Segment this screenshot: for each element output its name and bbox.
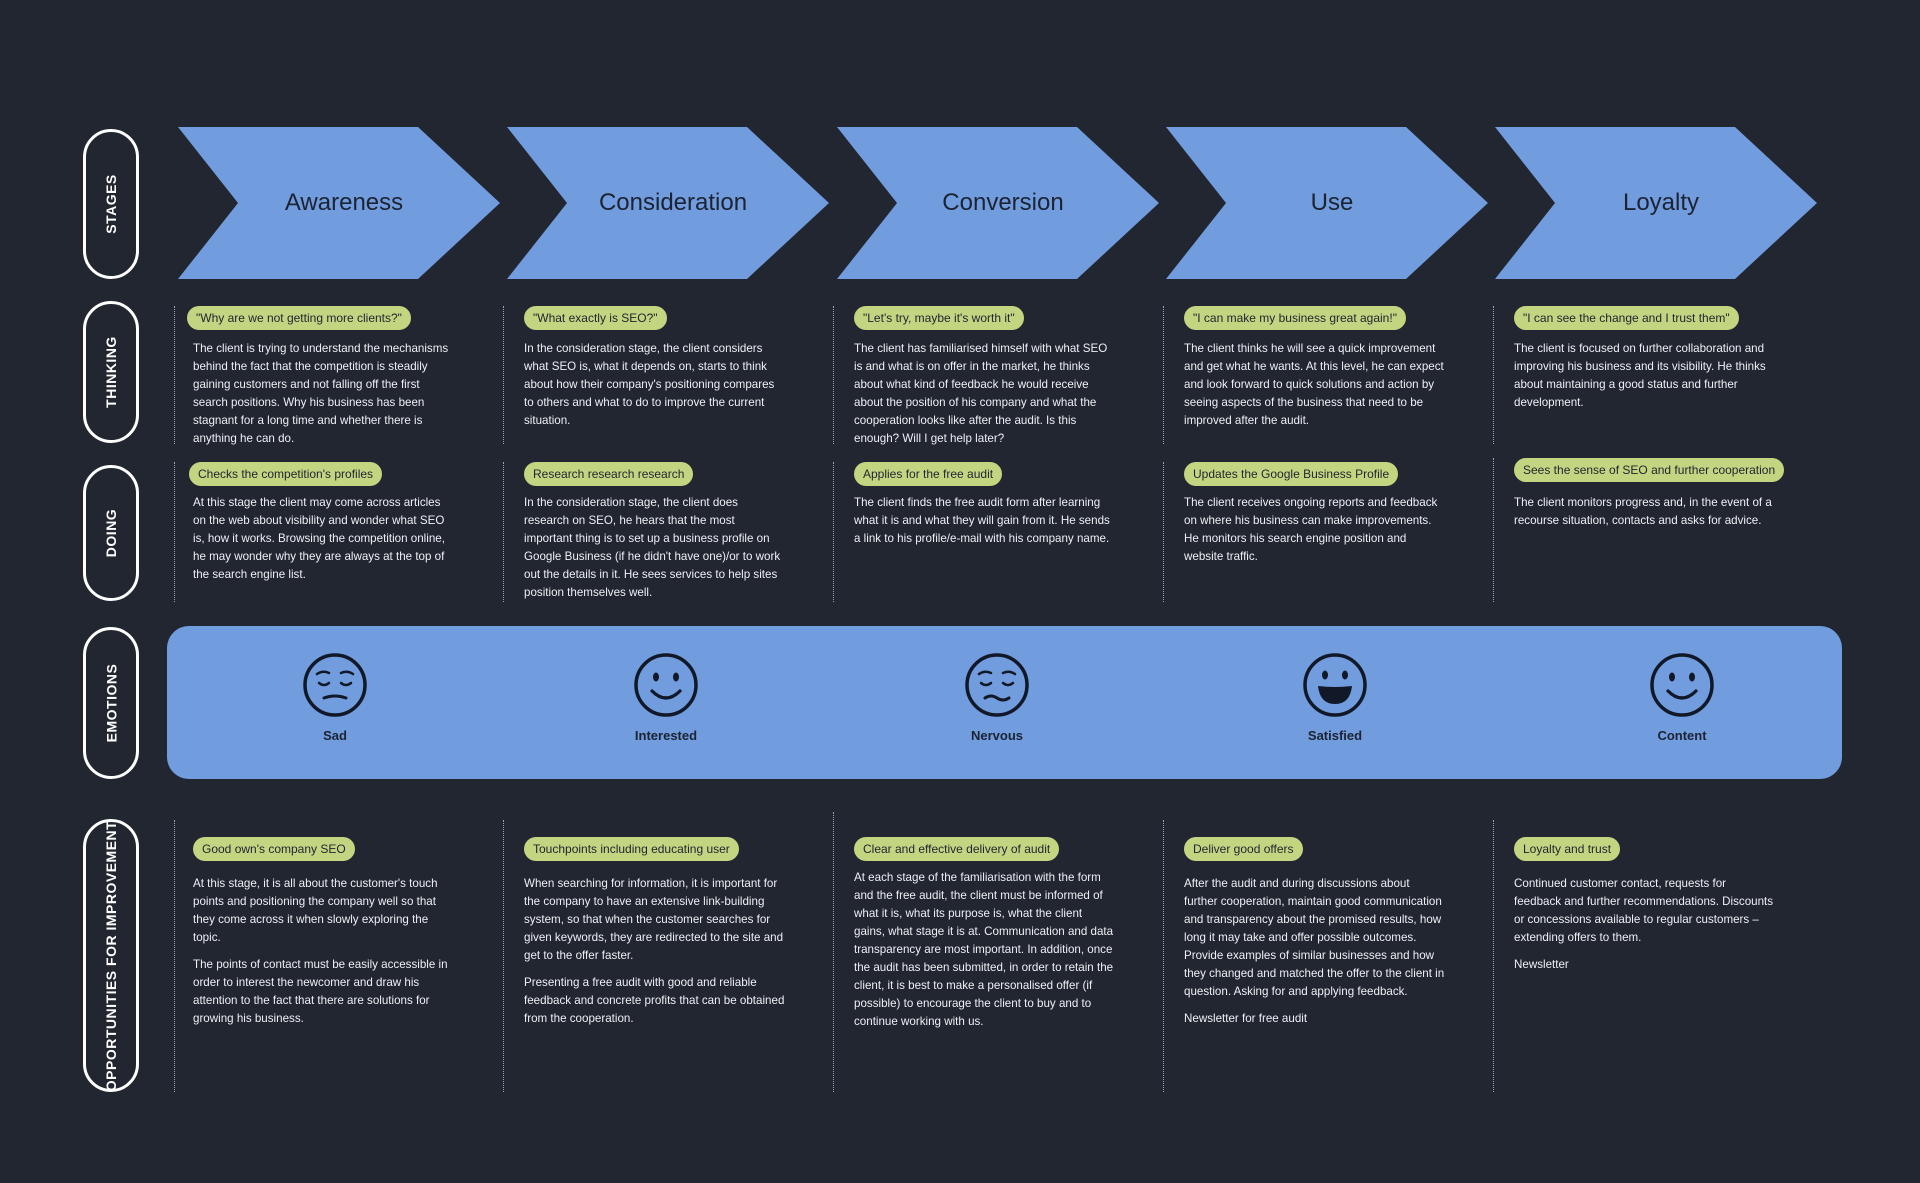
thinking-cell-use: "I can make my business great again!" Th… [1163, 306, 1483, 444]
stage-use: Use [1166, 127, 1488, 279]
emotion-label: Nervous [970, 728, 1024, 743]
doing-cell-use: Updates the Google Business Profile The … [1163, 462, 1483, 602]
emotion-nervous: Nervous [927, 652, 1067, 743]
row-label-thinking: THINKING [83, 301, 139, 443]
opportunity-text: When searching for information, it is im… [524, 875, 786, 1028]
doing-tag: Updates the Google Business Profile [1184, 462, 1399, 486]
emotion-label: Content [1657, 728, 1707, 743]
doing-tag: Sees the sense of SEO and further cooper… [1514, 458, 1785, 482]
stage-awareness: Awareness [178, 127, 500, 279]
doing-text: At this stage the client may come across… [193, 496, 445, 581]
doing-tag: Applies for the free audit [854, 462, 1003, 486]
thinking-cell-consideration: "What exactly is SEO?" In the considerat… [503, 306, 823, 444]
emotion-content: Content [1612, 652, 1752, 743]
chevron-shape [507, 127, 829, 279]
doing-cell-consideration: Research research research In the consid… [503, 462, 823, 602]
opportunity-paragraph: Newsletter for free audit [1184, 1012, 1308, 1025]
row-label-doing: DOING [83, 465, 139, 601]
sad-face-icon [303, 653, 367, 717]
doing-cell-conversion: Applies for the free audit The client fi… [833, 462, 1153, 602]
emotion-label: Sad [323, 728, 347, 743]
doing-cell-loyalty: Sees the sense of SEO and further cooper… [1493, 458, 1813, 602]
chevron-shape [1166, 127, 1488, 279]
thinking-text: The client is focused on further collabo… [1514, 342, 1766, 409]
opportunity-tag: Loyalty and trust [1514, 837, 1621, 861]
smile-face-icon [1650, 653, 1714, 717]
opportunity-cell-consideration: Touchpoints including educating user Whe… [503, 820, 823, 1092]
row-label-opportunities-text: OPPORTUNITIES FOR IMPROVEMENT [103, 820, 119, 1091]
thinking-quote: "I can see the change and I trust them" [1514, 306, 1739, 330]
chevron-shape [178, 127, 500, 279]
thinking-quote: "I can make my business great again!" [1184, 306, 1406, 330]
grin-face-icon [1303, 653, 1367, 717]
doing-tag: Research research research [524, 462, 694, 486]
opportunity-paragraph: Presenting a free audit with good and re… [524, 976, 785, 1025]
stage-conversion: Conversion [837, 127, 1159, 279]
row-label-opportunities: OPPORTUNITIES FOR IMPROVEMENT [83, 819, 139, 1092]
stage-title: Loyalty [1622, 189, 1700, 216]
doing-text: The client monitors progress and, in the… [1514, 496, 1772, 527]
stage-loyalty: Loyalty [1495, 127, 1817, 279]
doing-text: In the consideration stage, the client d… [524, 496, 781, 599]
doing-cell-awareness: Checks the competition's profiles At thi… [174, 462, 494, 602]
opportunity-text: After the audit and during discussions a… [1184, 875, 1446, 1028]
opportunity-tag: Deliver good offers [1184, 837, 1303, 861]
emotion-label: Interested [634, 728, 698, 743]
stage-consideration: Consideration [507, 127, 829, 279]
thinking-quote: "What exactly is SEO?" [524, 306, 667, 330]
nervous-face-icon [965, 653, 1029, 717]
opportunity-paragraph: When searching for information, it is im… [524, 877, 784, 962]
opportunity-cell-awareness: Good own's company SEO At this stage, it… [174, 820, 494, 1092]
thinking-text: The client thinks he will see a quick im… [1184, 342, 1444, 427]
opportunity-text: Continued customer contact, requests for… [1514, 875, 1776, 974]
row-label-emotions: EMOTIONS [83, 627, 139, 779]
row-label-stages: STAGES [83, 129, 139, 279]
opportunity-paragraph: The points of contact must be easily acc… [193, 958, 448, 1025]
doing-tag: Checks the competition's profiles [189, 462, 383, 486]
doing-text: The client finds the free audit form aft… [854, 496, 1110, 545]
thinking-text: In the consideration stage, the client c… [524, 342, 775, 427]
thinking-quote: "Why are we not getting more clients?" [187, 306, 411, 330]
opportunity-paragraph: After the audit and during discussions a… [1184, 877, 1445, 998]
emotion-label: Satisfied [1307, 728, 1363, 743]
thinking-cell-loyalty: "I can see the change and I trust them" … [1493, 306, 1813, 444]
stage-title: Use [1310, 189, 1354, 216]
opportunity-tag: Touchpoints including educating user [524, 837, 739, 861]
row-label-stages-text: STAGES [103, 174, 119, 234]
chevron-shape [837, 127, 1159, 279]
opportunity-text: At each stage of the familiarisation wit… [854, 869, 1116, 1031]
opportunity-cell-loyalty: Loyalty and trust Continued customer con… [1493, 820, 1813, 1092]
stage-title: Awareness [284, 189, 404, 216]
thinking-cell-awareness: "Why are we not getting more clients?" T… [174, 306, 494, 445]
chevron-shape [1495, 127, 1817, 279]
opportunity-paragraph: Newsletter [1514, 958, 1569, 971]
emotion-satisfied: Satisfied [1265, 652, 1405, 743]
opportunity-paragraph: At each stage of the familiarisation wit… [854, 871, 1114, 1028]
opportunity-tag: Good own's company SEO [193, 837, 355, 861]
opportunity-text: At this stage, it is all about the custo… [193, 875, 455, 1028]
opportunity-paragraph: Continued customer contact, requests for… [1514, 877, 1774, 944]
opportunity-cell-use: Deliver good offers After the audit and … [1163, 820, 1483, 1092]
thinking-text: The client is trying to understand the m… [193, 342, 449, 445]
emotion-interested: Interested [596, 652, 736, 743]
stage-title: Consideration [598, 189, 748, 216]
emotion-sad: Sad [265, 652, 405, 743]
opportunity-paragraph: At this stage, it is all about the custo… [193, 877, 438, 944]
opportunity-cell-conversion: Clear and effective delivery of audit At… [833, 812, 1153, 1092]
row-label-doing-text: DOING [102, 508, 119, 558]
smile-face-icon [634, 653, 698, 717]
doing-text: The client receives ongoing reports and … [1184, 496, 1438, 563]
thinking-cell-conversion: "Let's try, maybe it's worth it" The cli… [833, 306, 1153, 445]
thinking-quote: "Let's try, maybe it's worth it" [854, 306, 1024, 330]
stage-title: Conversion [942, 189, 1064, 216]
row-label-emotions-text: EMOTIONS [103, 663, 120, 743]
thinking-text: The client has familiarised himself with… [854, 342, 1108, 445]
row-label-thinking-text: THINKING [103, 336, 120, 408]
opportunity-tag: Clear and effective delivery of audit [854, 837, 1060, 861]
emotions-band [167, 626, 1842, 779]
